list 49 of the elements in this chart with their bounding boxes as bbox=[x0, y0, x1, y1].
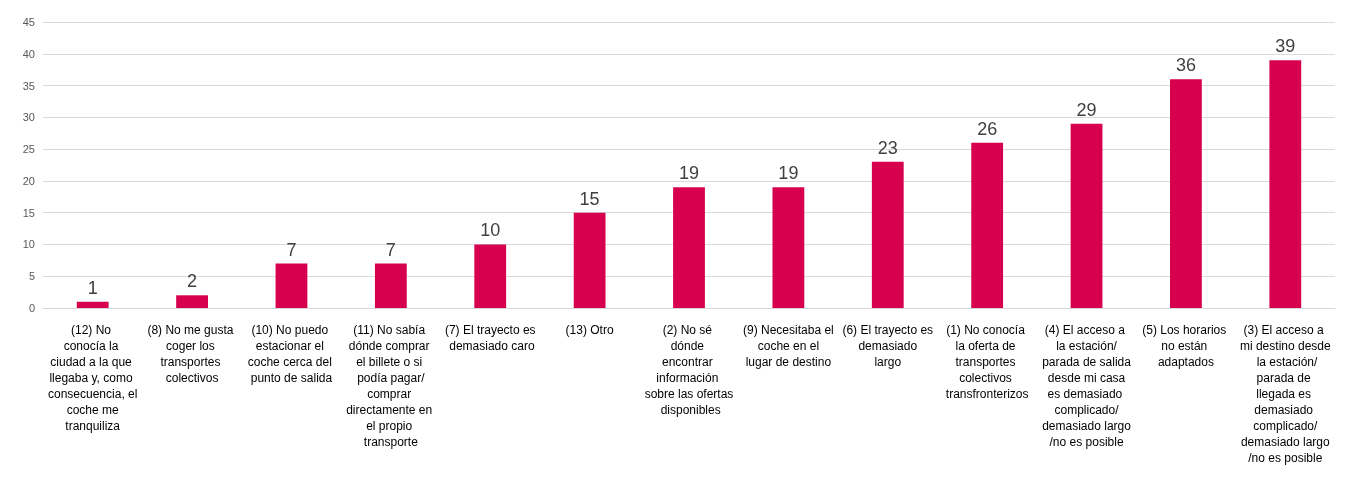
x-tick-label: (9) Necesitaba el coche en el lugar de destino bbox=[743, 323, 834, 369]
bar bbox=[971, 142, 1004, 308]
bar bbox=[772, 187, 805, 308]
y-tick-label: 35 bbox=[22, 79, 35, 92]
data-label: 7 bbox=[385, 239, 396, 260]
y-tick-label: 30 bbox=[22, 111, 35, 124]
bar bbox=[1070, 123, 1103, 308]
x-tick-label: (1) No conocía la oferta de transportes colectivos transfronterizos bbox=[945, 323, 1029, 401]
bar bbox=[573, 212, 606, 308]
bar bbox=[673, 187, 705, 308]
data-label: 26 bbox=[977, 118, 998, 139]
y-tick-label: 5 bbox=[28, 270, 35, 283]
category-label: (3) El acceso a mi destino desde la estación/parada de llegada es demasiado complicado/demasiado largo/no es posible bbox=[1239, 323, 1331, 465]
bar bbox=[374, 263, 407, 308]
bar bbox=[176, 295, 208, 308]
bar bbox=[275, 263, 308, 308]
data-label: 39 bbox=[1275, 36, 1296, 57]
x-tick-label: (4) El acceso a la estación/parada de salida desde mi casa es demasiado complicado/demasiado largo/no es posible bbox=[1042, 323, 1132, 449]
data-label: 7 bbox=[286, 239, 297, 260]
x-tick-label: (11) No sabía dónde comprar el billete o si podía pagar/comprar directamente en el propio transporte bbox=[346, 323, 436, 449]
bar bbox=[474, 244, 507, 308]
x-tick-label: (5) Los horarios no están adaptados bbox=[1142, 323, 1230, 369]
x-tick-label: (12) No conocía la ciudad a la que llegaba y, como consecuencia, el coche me tranquiliza bbox=[48, 323, 138, 433]
bar bbox=[1170, 79, 1202, 308]
bar bbox=[76, 301, 109, 308]
x-tick-label: (7) El trayecto es demasiado caro bbox=[444, 323, 536, 353]
y-tick-label: 15 bbox=[22, 206, 35, 219]
data-label: 10 bbox=[480, 220, 501, 241]
data-label: 15 bbox=[579, 188, 600, 209]
data-label: 23 bbox=[877, 137, 898, 158]
y-tick-label: 45 bbox=[22, 16, 35, 28]
y-tick-label: 10 bbox=[22, 238, 35, 251]
data-label: 19 bbox=[678, 163, 700, 184]
x-tick-label: (10) No puedo estacionar el coche cerca del punto de salida bbox=[247, 323, 336, 385]
data-label: 36 bbox=[1175, 55, 1196, 76]
x-tick-label: (13) Otro bbox=[565, 323, 614, 337]
data-label: 2 bbox=[187, 271, 198, 292]
y-tick-label: 20 bbox=[22, 174, 35, 187]
y-tick-label: 40 bbox=[22, 47, 35, 60]
x-tick-label: (2) No sé dónde encontrar información sobre las ofertas disponibles bbox=[644, 323, 734, 417]
bar bbox=[871, 161, 904, 308]
y-tick-label: 25 bbox=[22, 143, 35, 156]
data-label: 1 bbox=[87, 277, 98, 298]
bar bbox=[1269, 60, 1302, 308]
y-tick-label: 0 bbox=[28, 302, 35, 314]
data-label: 29 bbox=[1076, 99, 1097, 120]
data-label: 19 bbox=[778, 163, 799, 184]
x-tick-label: (6) El trayecto es demasiado largo bbox=[842, 323, 934, 369]
x-tick-label: (8) No me gusta coger los transportes colectivos bbox=[147, 323, 237, 385]
